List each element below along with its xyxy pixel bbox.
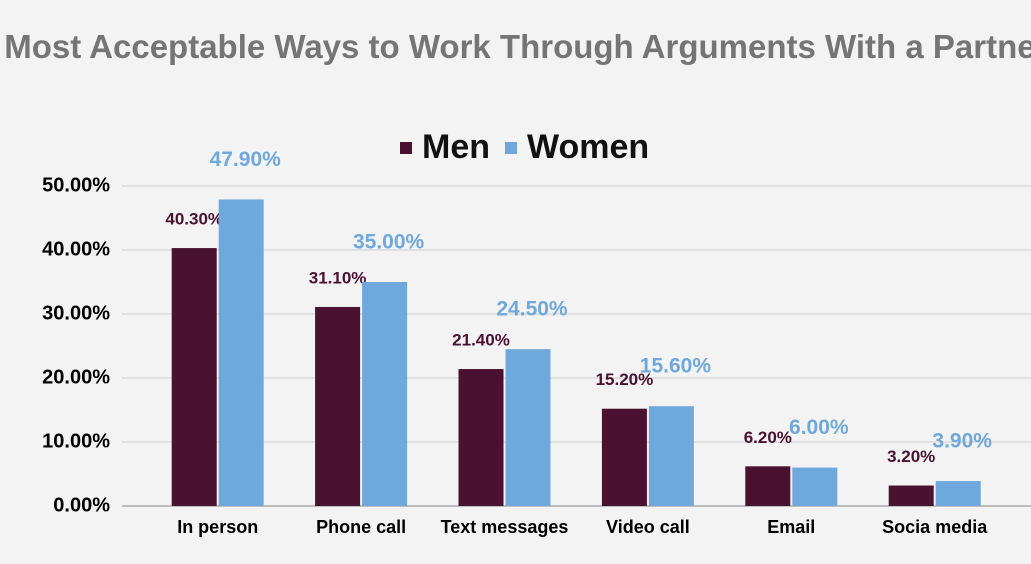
x-tick-label: Socia media [882, 517, 988, 537]
bar [601, 408, 647, 506]
y-tick-label: 40.00% [42, 238, 110, 260]
data-label: 15.20% [596, 370, 654, 389]
legend-label: Men [422, 128, 490, 166]
data-label: 47.90% [210, 148, 282, 171]
legend-swatch [400, 142, 412, 154]
data-label: 31.10% [309, 268, 367, 287]
data-label: 6.20% [744, 428, 792, 447]
bar [458, 369, 504, 506]
chart-title: Most Acceptable Ways to Work Through Arg… [4, 28, 1031, 65]
data-label: 15.60% [640, 355, 712, 378]
x-tick-label: Email [767, 517, 815, 537]
data-label: 3.90% [932, 430, 992, 453]
bar [505, 349, 551, 506]
bar [315, 306, 361, 506]
bar [171, 248, 217, 506]
data-label: 21.40% [452, 331, 510, 350]
bar [935, 481, 981, 506]
data-label: 35.00% [353, 231, 425, 254]
legend-swatch [505, 142, 517, 154]
legend-label: Women [527, 128, 649, 166]
bar [888, 485, 934, 506]
data-label: 6.00% [789, 416, 849, 439]
bar [648, 406, 694, 506]
y-tick-label: 30.00% [42, 302, 110, 324]
bar [362, 282, 408, 506]
bar [792, 467, 838, 506]
x-tick-label: In person [177, 517, 258, 537]
data-label: 24.50% [496, 298, 568, 321]
x-tick-label: Phone call [316, 517, 406, 537]
bar [218, 199, 264, 506]
y-tick-label: 10.00% [42, 430, 110, 452]
y-tick-label: 0.00% [53, 494, 110, 516]
data-label: 3.20% [887, 447, 935, 466]
x-tick-label: Text messages [441, 517, 569, 537]
data-label: 40.30% [165, 210, 223, 229]
y-tick-label: 50.00% [42, 174, 110, 196]
bar [745, 466, 791, 506]
x-tick-label: Video call [606, 517, 690, 537]
y-tick-label: 20.00% [42, 366, 110, 388]
